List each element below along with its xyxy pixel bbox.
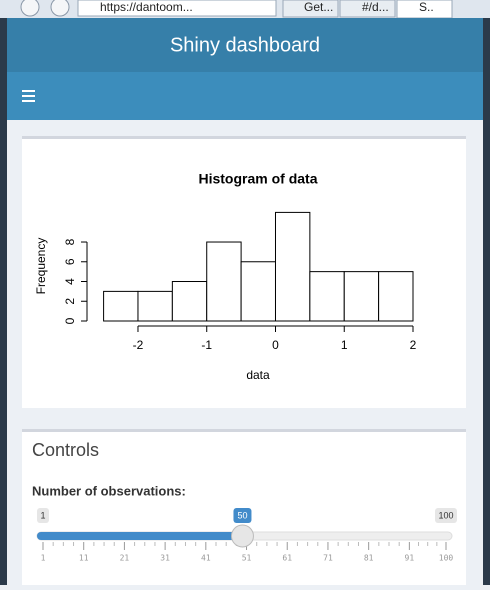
slider-value-label: 50 [237,510,247,520]
x-tick-label: -2 [133,338,144,352]
forward-button[interactable] [50,0,70,17]
slider-max-label-bg [435,508,457,523]
bar [378,271,414,322]
slider-tick-label: 31 [160,554,170,563]
controls-box [22,429,466,585]
bar [274,211,311,322]
header-title: Shiny dashboard [170,34,320,56]
box-title: Controls [32,440,99,460]
window-border [0,18,7,585]
input-label: Number of observations: [32,483,186,498]
address-text: https://dantoom... [100,0,193,14]
bar [240,261,276,322]
bar [137,290,173,322]
bar [103,290,139,322]
y-tick-label: 0 [63,317,77,324]
bar [206,241,242,322]
y-tick-label: 8 [63,238,77,245]
slider-min-label-bg [37,508,49,523]
histogram: Histogram of data data Frequency -2 -1 0 1 2 0 2 4… [34,171,416,382]
address-bar[interactable] [77,0,277,17]
y-tick-label: 2 [63,298,77,305]
slider-bar [37,532,243,540]
slider-tick-label: 91 [405,554,415,563]
box-border [22,429,466,432]
bar [343,271,380,322]
y-tick-label: 4 [63,278,77,285]
slider-tick-label: 41 [201,554,211,563]
slider-tick-label: 21 [120,554,130,563]
tab[interactable] [339,0,396,18]
tab[interactable] [282,0,339,18]
x-tick-label: 1 [341,338,348,352]
slider-handle[interactable] [230,524,254,548]
y-tick-label: 6 [63,258,77,265]
x-tick-label: 0 [272,338,279,352]
box-border [22,136,466,139]
bar [171,281,208,322]
back-button[interactable] [20,0,40,17]
bar [309,271,345,322]
slider-tick-label: 51 [242,554,252,563]
slider-tick-label: 1 [41,554,46,563]
x-tick-label: 2 [410,338,417,352]
slider-tick-label: 81 [364,554,374,563]
plot-title: Histogram of data [198,171,317,187]
slider-max-label: 100 [438,510,453,520]
tab-label: #/d... [362,0,389,14]
tab-label: S.. [419,0,434,14]
tab-label: Get... [304,0,333,14]
header [7,18,483,72]
menu-toggle[interactable] [22,90,35,102]
slider-value-label-bg [233,508,252,523]
slider-tick-label: 71 [323,554,333,563]
x-tick-label: -1 [201,338,212,352]
slider-min-label: 1 [40,510,45,520]
slider-tick-label: 61 [282,554,292,563]
window-border [483,18,490,585]
x-axis-label: data [246,368,270,382]
slider-tick-label: 100 [439,554,454,563]
navbar [7,72,483,120]
slider-tick-label: 11 [79,554,89,563]
y-axis-label: Frequency [34,238,48,295]
